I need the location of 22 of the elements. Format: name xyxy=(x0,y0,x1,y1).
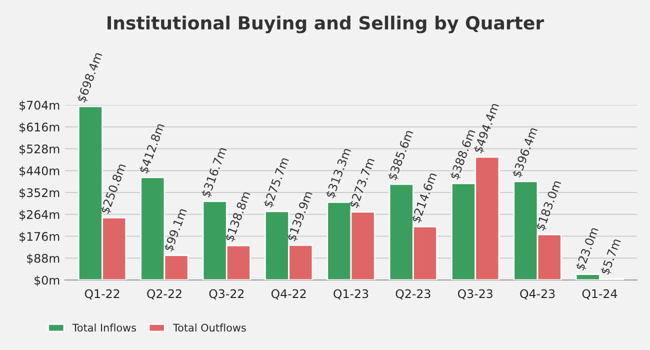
y-tick-label: $0m xyxy=(34,276,60,286)
y-tick-label: $440m xyxy=(20,166,60,177)
x-tick-label: Q3-23 xyxy=(458,289,492,300)
x-tick-label: Q1-24 xyxy=(582,289,618,300)
y-tick-label: $88m xyxy=(27,254,60,264)
y-tick-label: $176m xyxy=(20,232,60,242)
data-label: $5.7m xyxy=(600,238,622,276)
y-tick-label: $352m xyxy=(20,188,60,199)
x-tick-label: Q4-22 xyxy=(271,289,306,300)
chart-title: Institutional Buying and Selling by Quarter xyxy=(108,16,544,34)
y-tick-label: $704m xyxy=(20,100,60,112)
x-tick-label: Q2-23 xyxy=(396,289,430,300)
y-tick-label: $264m xyxy=(20,210,60,221)
x-tick-label: Q4-23 xyxy=(520,289,555,300)
x-tick-label: Q3-22 xyxy=(209,289,244,300)
legend-label: Total Inflows xyxy=(72,324,136,332)
x-tick-label: Q1-23 xyxy=(334,289,368,300)
x-tick-label: Q2-22 xyxy=(147,289,182,300)
y-tick-label: $528m xyxy=(20,144,60,155)
y-tick-label: $616m xyxy=(20,122,60,134)
x-tick-label: Q1-22 xyxy=(84,289,120,300)
legend-label: Total Outflows xyxy=(172,324,246,332)
